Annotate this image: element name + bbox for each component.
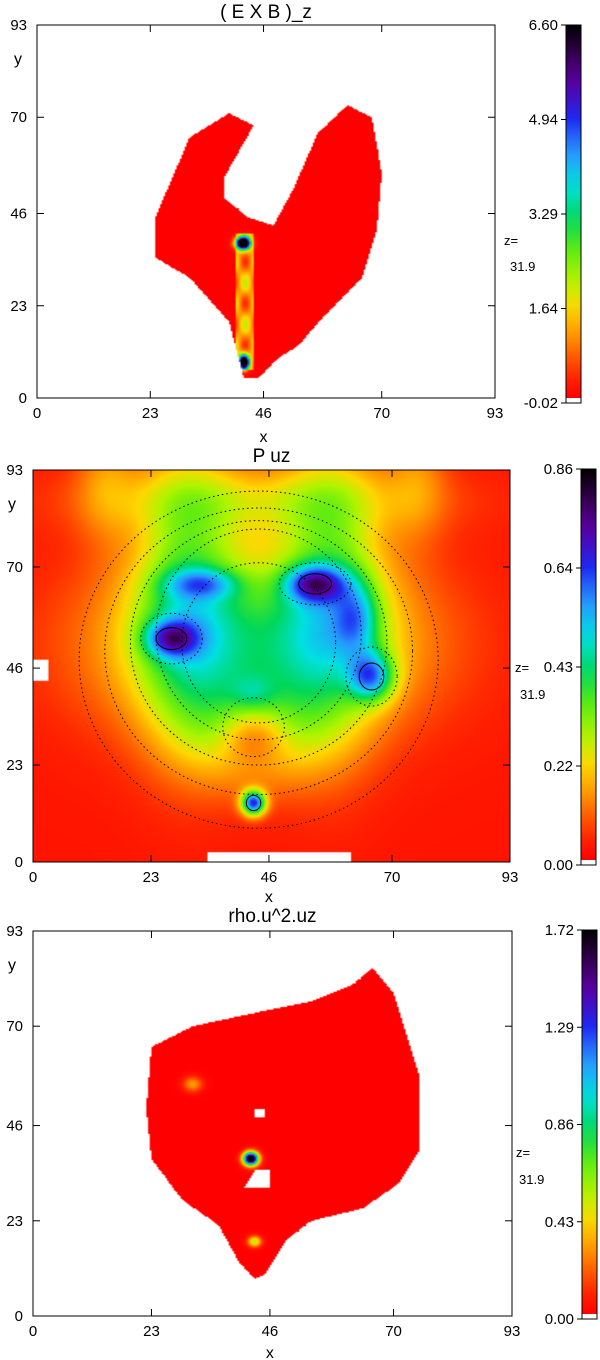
colorbar-tick-label: 1.29 xyxy=(545,1019,574,1036)
x-tick-label: 93 xyxy=(502,869,519,886)
panel-title: rho.u^2.uz xyxy=(228,906,316,927)
contour-2 xyxy=(104,507,414,796)
y-tick-label: 46 xyxy=(6,660,23,677)
x-axis-label: x xyxy=(260,429,268,446)
heatmap-image xyxy=(33,931,512,1316)
panel-3: 0 23 46 70 93 0 23 46 70 93 rho.u^2.uz x y z= 31.9 0.00… xyxy=(6,906,598,1360)
colorbar-tick-label: 0.64 xyxy=(544,560,573,577)
colorbar-tick-label: 0.86 xyxy=(545,1117,574,1134)
y-tick-label: 23 xyxy=(10,298,27,315)
x-tick-label: 23 xyxy=(143,869,160,886)
colorbar-tick-label: 0.43 xyxy=(545,1214,574,1231)
y-tick-label: 0 xyxy=(15,854,23,871)
colorbar-scale xyxy=(566,25,581,398)
colorbar-tick-label: 0.00 xyxy=(544,857,573,874)
slice-value: 31.9 xyxy=(510,259,535,274)
y-tick-label: 93 xyxy=(6,462,23,479)
y-tick-label: 70 xyxy=(6,559,23,576)
x-tick-label: 70 xyxy=(385,1323,402,1340)
colorbar-white-bin xyxy=(566,398,581,403)
colorbar-tick-label: 0.43 xyxy=(544,659,573,676)
colorbar-tick-label: 0.22 xyxy=(544,758,573,775)
heatmap-image xyxy=(37,25,495,398)
colorbar-tick-label: 6.60 xyxy=(529,17,558,34)
y-tick-label: 0 xyxy=(19,390,27,407)
y-tick-label: 46 xyxy=(10,206,27,223)
x-tick-label: 70 xyxy=(373,405,390,422)
y-tick-label: 70 xyxy=(6,1018,23,1035)
panel-1: 0 23 46 70 93 0 23 46 70 93 ( E X B )_zx y z= 31.9 -0.… xyxy=(10,2,582,446)
y-tick-label: 93 xyxy=(10,17,27,34)
colorbar-tick-label: 4.94 xyxy=(529,112,558,129)
x-tick-label: 0 xyxy=(33,405,41,422)
y-tick-label: 46 xyxy=(6,1118,23,1135)
y-tick-label: 23 xyxy=(6,757,23,774)
y-tick-label: 0 xyxy=(15,1308,23,1325)
colorbar-tick-label: -0.02 xyxy=(524,395,558,412)
slice-value: 31.9 xyxy=(520,687,545,702)
slice-value: 31.9 xyxy=(519,1172,544,1187)
panel-2: 0 23 46 70 93 0 23 46 70 93 P uz x y z= 31.9 0.00 0.22 0.… xyxy=(6,446,597,906)
x-tick-label: 0 xyxy=(29,1323,37,1340)
slice-label: z= xyxy=(515,660,529,675)
colorbar-tick-label: 1.72 xyxy=(545,922,574,939)
x-tick-label: 93 xyxy=(504,1323,521,1340)
colorbar-tick-label: 0.00 xyxy=(545,1311,574,1328)
colorbar-tick-label: 3.29 xyxy=(529,206,558,223)
contour-4 xyxy=(155,528,362,741)
contour-7 xyxy=(278,562,352,606)
y-axis-label: y xyxy=(8,957,16,974)
x-tick-label: 23 xyxy=(143,1323,160,1340)
colorbar-scale xyxy=(581,469,596,860)
colorbar-tick-label: 1.64 xyxy=(529,301,558,318)
y-axis-label: y xyxy=(14,51,22,68)
contour-6 xyxy=(140,612,203,665)
solid-contour-4 xyxy=(245,794,262,812)
x-axis-label: x xyxy=(266,1345,274,1360)
colorbar-white-bin xyxy=(582,1314,597,1319)
x-tick-label: 46 xyxy=(261,869,278,886)
y-tick-label: 93 xyxy=(6,923,23,940)
x-tick-label: 46 xyxy=(255,405,272,422)
panel-title: P uz xyxy=(253,446,291,467)
contour-9 xyxy=(222,697,285,758)
contour-1 xyxy=(78,490,439,829)
contour-5 xyxy=(181,562,337,724)
y-axis-label: y xyxy=(8,496,16,513)
plot-frame xyxy=(32,469,511,863)
solid-contour-3 xyxy=(358,662,385,691)
x-tick-label: 46 xyxy=(262,1323,279,1340)
plot-frame xyxy=(32,930,513,1317)
heatmap-image xyxy=(33,470,510,862)
plot-frame xyxy=(36,24,496,399)
contour-3 xyxy=(129,520,388,766)
y-tick-label: 23 xyxy=(6,1213,23,1230)
solid-contour-1 xyxy=(155,627,188,651)
colorbar-scale xyxy=(582,930,597,1314)
slice-label: z= xyxy=(504,233,518,248)
x-tick-label: 0 xyxy=(29,869,37,886)
x-tick-label: 70 xyxy=(384,869,401,886)
x-tick-label: 93 xyxy=(487,405,504,422)
panel-title: ( E X B )_z xyxy=(220,2,312,23)
colorbar-white-bin xyxy=(581,860,596,865)
contour-8 xyxy=(345,646,398,707)
solid-contour-2 xyxy=(298,573,333,595)
x-axis-label: x xyxy=(265,889,273,906)
y-tick-label: 70 xyxy=(10,109,27,126)
x-tick-label: 23 xyxy=(142,405,159,422)
colorbar-tick-label: 0.86 xyxy=(544,461,573,478)
slice-label: z= xyxy=(516,1145,530,1160)
